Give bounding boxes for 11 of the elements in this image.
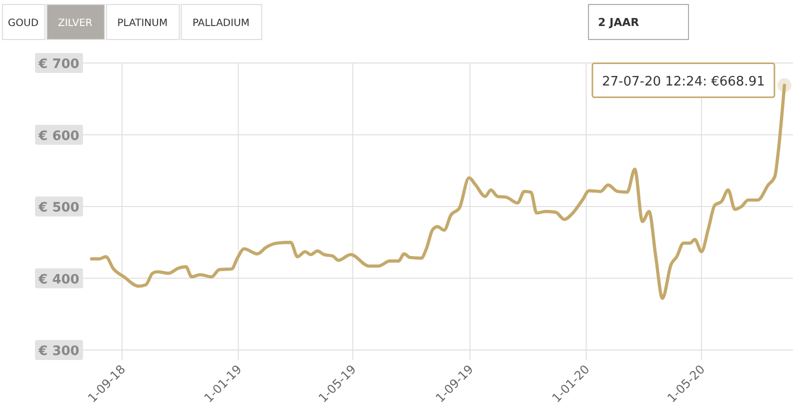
y-tick-label: € 600 (38, 128, 80, 144)
y-tick-label: € 300 (38, 344, 80, 359)
y-tick-label: € 700 (38, 57, 80, 72)
text: PLATINUM (117, 18, 168, 29)
y-tick-label: € 500 (38, 200, 80, 216)
text: GOUD (8, 18, 39, 29)
text: PALLADIUM (192, 18, 250, 29)
text: 2 JAAR (598, 16, 640, 29)
y-tick-label: € 400 (38, 272, 80, 288)
text: ZILVER (58, 18, 92, 29)
annotation: 27-07-20 12:24: €668.91 (602, 74, 765, 90)
